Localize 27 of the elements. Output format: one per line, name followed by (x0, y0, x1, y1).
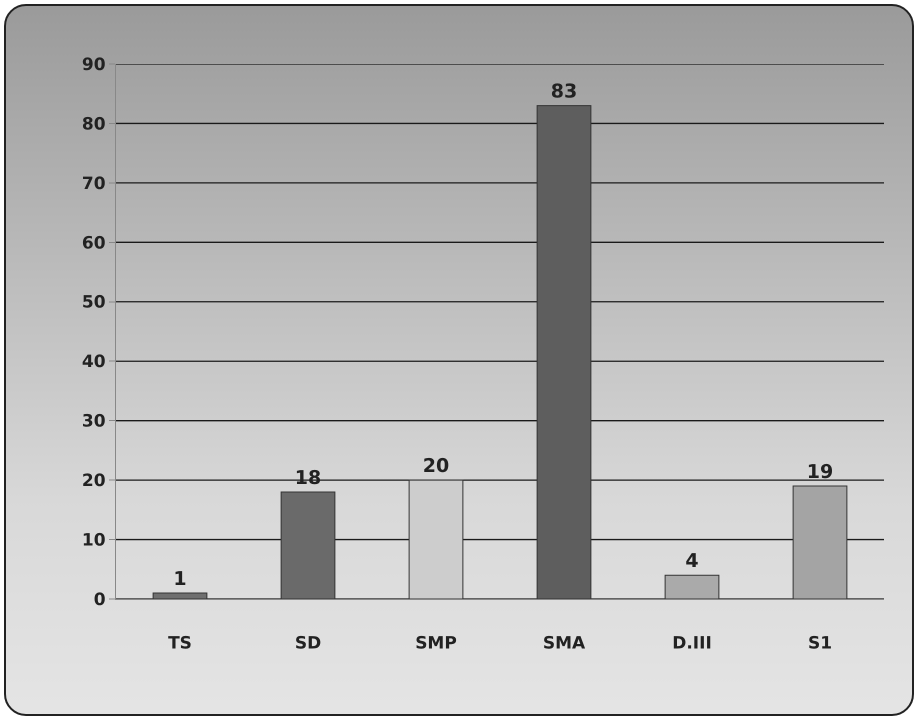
y-tick-label: 10 (82, 530, 106, 551)
bar (792, 486, 848, 599)
x-tick-label: SMP (415, 633, 457, 654)
data-label: 4 (685, 550, 699, 572)
x-tick-label: D.III (672, 633, 712, 654)
x-tick-label: SMA (542, 633, 586, 654)
y-tick-label: 70 (82, 174, 106, 194)
y-tick-label: 50 (82, 292, 106, 313)
y-tick-label: 90 (82, 54, 106, 75)
x-tick-label: TS (168, 633, 192, 654)
bar (536, 105, 592, 599)
data-label: 1 (173, 568, 187, 590)
y-tick-label: 60 (82, 233, 106, 254)
x-tick-label: SD (294, 633, 322, 654)
data-label: 19 (806, 461, 834, 484)
y-tick-label: 0 (94, 590, 106, 610)
bar (408, 480, 464, 599)
x-tick-label: S1 (808, 633, 832, 654)
y-tick-label: 40 (82, 352, 106, 372)
bar (664, 574, 720, 599)
data-label: 20 (422, 455, 450, 478)
y-tick-label: 30 (82, 412, 106, 432)
y-tick-label: 80 (82, 114, 106, 134)
data-label: 83 (550, 80, 578, 103)
bar (280, 492, 336, 599)
bar (152, 592, 208, 599)
y-tick-label: 20 (82, 471, 106, 492)
